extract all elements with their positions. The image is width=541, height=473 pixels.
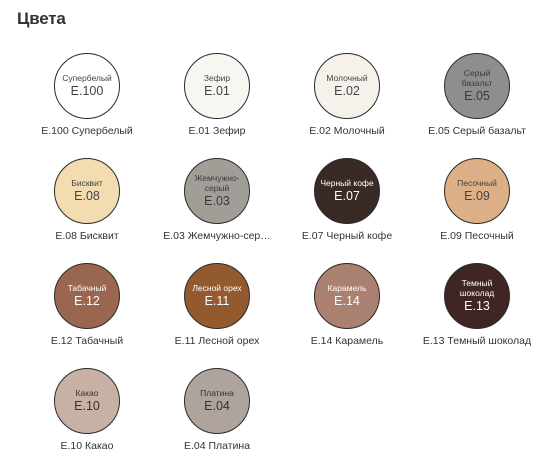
swatch-code: E.07 [334,189,360,204]
swatch-e10[interactable]: Какао E.10 E.10 Какао [22,368,152,473]
swatch-name: Темный шоколад [459,278,495,298]
swatch-caption: E.14 Карамель [310,335,384,347]
swatch-name: Песочный [457,177,497,188]
swatch-code: E.01 [204,84,230,99]
swatch-e02[interactable]: Молочный E.02 E.02 Молочный [282,53,412,158]
swatch-circle[interactable]: Бисквит E.08 [54,158,120,224]
swatch-circle[interactable]: Карамель E.14 [314,263,380,329]
swatch-circle[interactable]: Супербелый E.100 [54,53,120,119]
swatch-code: E.04 [204,399,230,414]
swatch-e09[interactable]: Песочный E.09 E.09 Песочный [412,158,541,263]
swatch-e08[interactable]: Бисквит E.08 E.08 Бисквит [22,158,152,263]
swatch-e13[interactable]: Темный шоколад E.13 E.13 Темный шоколад [412,263,541,368]
swatch-code: E.03 [204,194,230,208]
swatch-circle[interactable]: Платина E.04 [184,368,250,434]
swatch-caption: E.08 Бисквит [55,230,119,242]
swatch-caption: E.10 Какао [60,440,114,452]
swatch-circle[interactable]: Зефир E.01 [184,53,250,119]
swatch-caption: E.03 Жемчужно-сер… [163,230,271,242]
swatch-circle[interactable]: Темный шоколад E.13 [444,263,510,329]
swatch-circle[interactable]: Черный кофе E.07 [314,158,380,224]
swatch-name: Черный кофе [320,177,374,188]
swatch-caption: E.07 Черный кофе [301,230,393,242]
swatch-code: E.13 [464,299,490,313]
swatch-e01[interactable]: Зефир E.01 E.01 Зефир [152,53,282,158]
swatch-code: E.02 [334,84,360,99]
swatch-code: E.12 [74,294,100,309]
swatch-e04[interactable]: Платина E.04 E.04 Платина [152,368,282,473]
swatch-circle[interactable]: Молочный E.02 [314,53,380,119]
swatch-name: Жемчужно-серый [194,173,240,193]
swatch-code: E.05 [464,89,490,103]
swatch-caption: E.04 Платина [183,440,251,452]
section-title: Цвета [17,9,66,28]
swatch-name: Платина [200,387,234,398]
swatch-e11[interactable]: Лесной орех E.11 E.11 Лесной орех [152,263,282,368]
swatch-circle[interactable]: Табачный E.12 [54,263,120,329]
swatch-circle[interactable]: Песочный E.09 [444,158,510,224]
swatch-caption: E.13 Темный шоколад [422,335,532,347]
swatch-e05[interactable]: Серый базальт E.05 E.05 Серый базальт [412,53,541,158]
swatch-circle[interactable]: Лесной орех E.11 [184,263,250,329]
swatch-name: Табачный [67,282,107,293]
swatch-circle[interactable]: Жемчужно-серый E.03 [184,158,250,224]
swatch-code: E.100 [70,84,104,99]
swatch-name: Серый базальт [461,68,493,88]
swatch-grid: Супербелый E.100 E.100 Супербелый Зефир … [22,53,541,473]
swatch-caption: E.12 Табачный [50,335,124,347]
swatch-code: E.11 [204,294,230,309]
swatch-code: E.09 [464,189,490,204]
swatch-name: Лесной орех [192,282,242,293]
swatch-name: Молочный [326,72,368,83]
swatch-code: E.14 [334,294,360,309]
swatch-e100[interactable]: Супербелый E.100 E.100 Супербелый [22,53,152,158]
swatch-code: E.10 [74,399,100,414]
swatch-caption: E.100 Супербелый [41,125,133,137]
swatch-name: Супербелый [62,72,112,83]
swatch-code: E.08 [74,189,100,204]
swatch-name: Карамель [327,282,367,293]
swatch-e14[interactable]: Карамель E.14 E.14 Карамель [282,263,412,368]
swatch-caption: E.01 Зефир [188,125,246,137]
swatch-name: Зефир [203,72,231,83]
swatch-caption: E.02 Молочный [309,125,385,137]
swatch-caption: E.05 Серый базальт [428,125,526,137]
swatch-name: Бисквит [71,177,103,188]
swatch-name: Какао [75,387,99,398]
swatch-e03[interactable]: Жемчужно-серый E.03 E.03 Жемчужно-сер… [152,158,282,263]
swatch-circle[interactable]: Серый базальт E.05 [444,53,510,119]
swatch-e07[interactable]: Черный кофе E.07 E.07 Черный кофе [282,158,412,263]
swatch-caption: E.09 Песочный [440,230,514,242]
swatch-circle[interactable]: Какао E.10 [54,368,120,434]
swatch-e12[interactable]: Табачный E.12 E.12 Табачный [22,263,152,368]
swatch-caption: E.11 Лесной орех [174,335,260,347]
